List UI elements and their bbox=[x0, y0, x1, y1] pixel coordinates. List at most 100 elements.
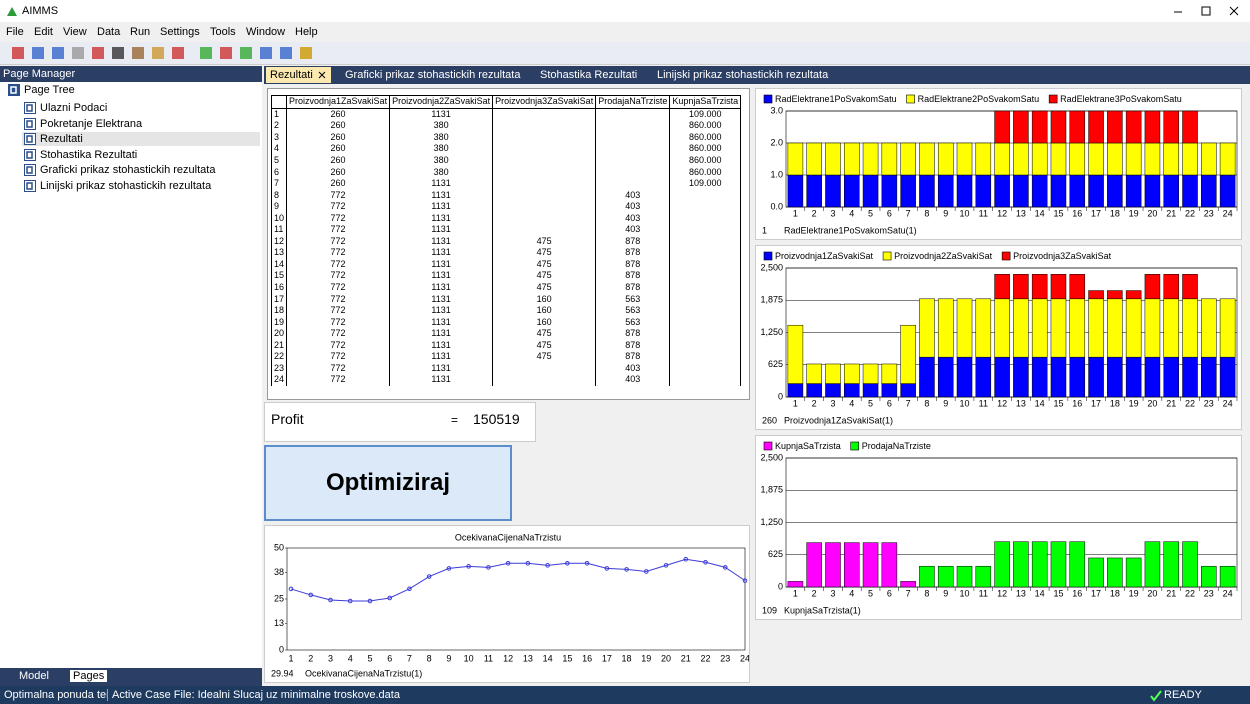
tree-item[interactable]: Pokretanje Elektrana bbox=[40, 117, 143, 130]
menu-item[interactable]: Tools bbox=[210, 26, 236, 38]
table-cell: 475 bbox=[492, 281, 597, 294]
y-tick-label: 1,875 bbox=[760, 295, 783, 305]
toolbar-button[interactable] bbox=[218, 45, 234, 61]
menu-item[interactable]: Edit bbox=[34, 26, 53, 38]
table-cell: 1131 bbox=[389, 200, 494, 213]
bar bbox=[919, 174, 935, 208]
row-label: 24 bbox=[270, 374, 288, 386]
table-cell: 772 bbox=[286, 293, 391, 305]
table-cell: 772 bbox=[286, 224, 391, 236]
line-series bbox=[290, 558, 746, 602]
x-tick-label: 22 bbox=[1185, 398, 1195, 408]
bar bbox=[1031, 110, 1048, 144]
bar bbox=[1201, 174, 1217, 208]
line-marker bbox=[505, 561, 511, 566]
x-tick-label: 8 bbox=[427, 653, 432, 663]
bar bbox=[900, 324, 916, 384]
x-tick-label: 10 bbox=[960, 588, 970, 598]
x-tick-label: 12 bbox=[997, 398, 1007, 408]
toolbar-button[interactable] bbox=[70, 45, 86, 61]
toolbar-button[interactable] bbox=[278, 45, 294, 61]
table-cell: 878 bbox=[595, 247, 671, 259]
toolbar-button[interactable] bbox=[10, 45, 26, 61]
y-tick-label: 13 bbox=[274, 618, 284, 628]
tree-item[interactable]: Graficki prikaz stohastickih rezultata bbox=[40, 164, 216, 176]
bottom-tab[interactable]: Model bbox=[19, 670, 49, 682]
bar bbox=[1182, 274, 1198, 300]
bar bbox=[806, 542, 822, 588]
table-cell: 860.000 bbox=[669, 154, 742, 167]
toolbar-button[interactable] bbox=[150, 45, 166, 61]
menu-item[interactable]: Help bbox=[295, 26, 318, 38]
y-tick-label: 2.0 bbox=[770, 137, 783, 147]
toolbar-button[interactable] bbox=[258, 45, 274, 61]
table-row: 17 772 1131 160 563 bbox=[270, 293, 742, 305]
footer-value: 109 bbox=[762, 605, 777, 615]
page-tab[interactable]: Linijski prikaz stohastickih rezultata bbox=[657, 69, 829, 81]
toolbar-button[interactable] bbox=[170, 45, 186, 61]
tree-item[interactable]: Stohastika Rezultati bbox=[40, 148, 138, 161]
table-cell: 1131 bbox=[389, 224, 494, 236]
status-ready: READY bbox=[1164, 689, 1202, 701]
menu-item[interactable]: File bbox=[6, 26, 24, 38]
tree-root[interactable]: Page Tree bbox=[24, 84, 75, 96]
bar bbox=[1125, 557, 1142, 588]
menu-item[interactable]: Window bbox=[246, 26, 286, 38]
toolbar-button[interactable] bbox=[130, 45, 146, 61]
tab-close[interactable] bbox=[318, 71, 326, 79]
bar bbox=[862, 383, 879, 398]
bar bbox=[1031, 298, 1048, 358]
optimize-button[interactable]: Optimiziraj bbox=[264, 445, 512, 521]
page-tab[interactable]: Stohastika Rezultati bbox=[540, 69, 638, 81]
page-tab[interactable]: Rezultati bbox=[266, 67, 331, 83]
toolbar-button[interactable] bbox=[30, 45, 46, 61]
toolbar-button[interactable] bbox=[238, 45, 254, 61]
tree-item[interactable]: Rezultati bbox=[40, 133, 83, 145]
toolbar-button[interactable] bbox=[298, 45, 314, 61]
bar bbox=[1088, 298, 1104, 358]
tab-bar: Rezultati Graficki prikaz stohastickih re… bbox=[264, 66, 1250, 84]
bar bbox=[975, 565, 992, 588]
legend-swatch bbox=[1001, 251, 1011, 261]
toolbar-button[interactable] bbox=[90, 45, 106, 61]
menu-bar: File Edit View Data Run Settings Tools Window He… bbox=[0, 22, 1250, 42]
menu-item[interactable]: View bbox=[63, 26, 87, 38]
toolbar-button[interactable] bbox=[198, 45, 214, 61]
table-cell: 403 bbox=[595, 362, 671, 375]
toolbar-button[interactable] bbox=[110, 45, 126, 61]
menu-item[interactable]: Settings bbox=[160, 26, 200, 38]
bar bbox=[937, 174, 954, 208]
line-marker bbox=[387, 595, 392, 601]
bar bbox=[787, 174, 804, 208]
menu-item[interactable]: Run bbox=[130, 26, 151, 38]
x-tick-label: 12 bbox=[997, 208, 1007, 218]
table-row: 18 772 1131 160 563 bbox=[270, 304, 742, 317]
bottom-tab[interactable]: Pages bbox=[70, 670, 108, 682]
tree-item[interactable]: Ulazni Podaci bbox=[40, 102, 108, 114]
menu-item[interactable]: Data bbox=[97, 26, 121, 38]
table-cell bbox=[492, 212, 597, 225]
legend-label: RadElektrane1PoSvakomSatu bbox=[775, 94, 897, 104]
bar bbox=[1031, 274, 1048, 300]
legend-swatch bbox=[1048, 94, 1058, 104]
chart: Proizvodnja1ZaSvakiSat Proizvodnja2ZaSvak… bbox=[755, 245, 1242, 430]
table-cell: 772 bbox=[286, 339, 391, 352]
bar bbox=[994, 541, 1010, 588]
tree-item[interactable]: Linijski prikaz stohastickih rezultata bbox=[40, 179, 212, 192]
x-tick-label: 16 bbox=[582, 653, 592, 663]
table-cell: 860.000 bbox=[669, 131, 742, 144]
window-controls[interactable] bbox=[1170, 4, 1245, 18]
bar bbox=[825, 542, 841, 588]
x-tick-label: 16 bbox=[1072, 398, 1082, 408]
page-tab[interactable]: Graficki prikaz stohastickih rezultata bbox=[345, 69, 521, 81]
toolbar-button[interactable] bbox=[50, 45, 66, 61]
bar bbox=[787, 383, 804, 398]
table-cell: 878 bbox=[595, 351, 671, 363]
page-icon bbox=[24, 179, 36, 192]
legend-swatch bbox=[882, 251, 892, 261]
table-cell: 772 bbox=[286, 327, 391, 340]
bar bbox=[1219, 142, 1236, 176]
bar bbox=[1163, 541, 1179, 588]
bar bbox=[1050, 274, 1067, 300]
